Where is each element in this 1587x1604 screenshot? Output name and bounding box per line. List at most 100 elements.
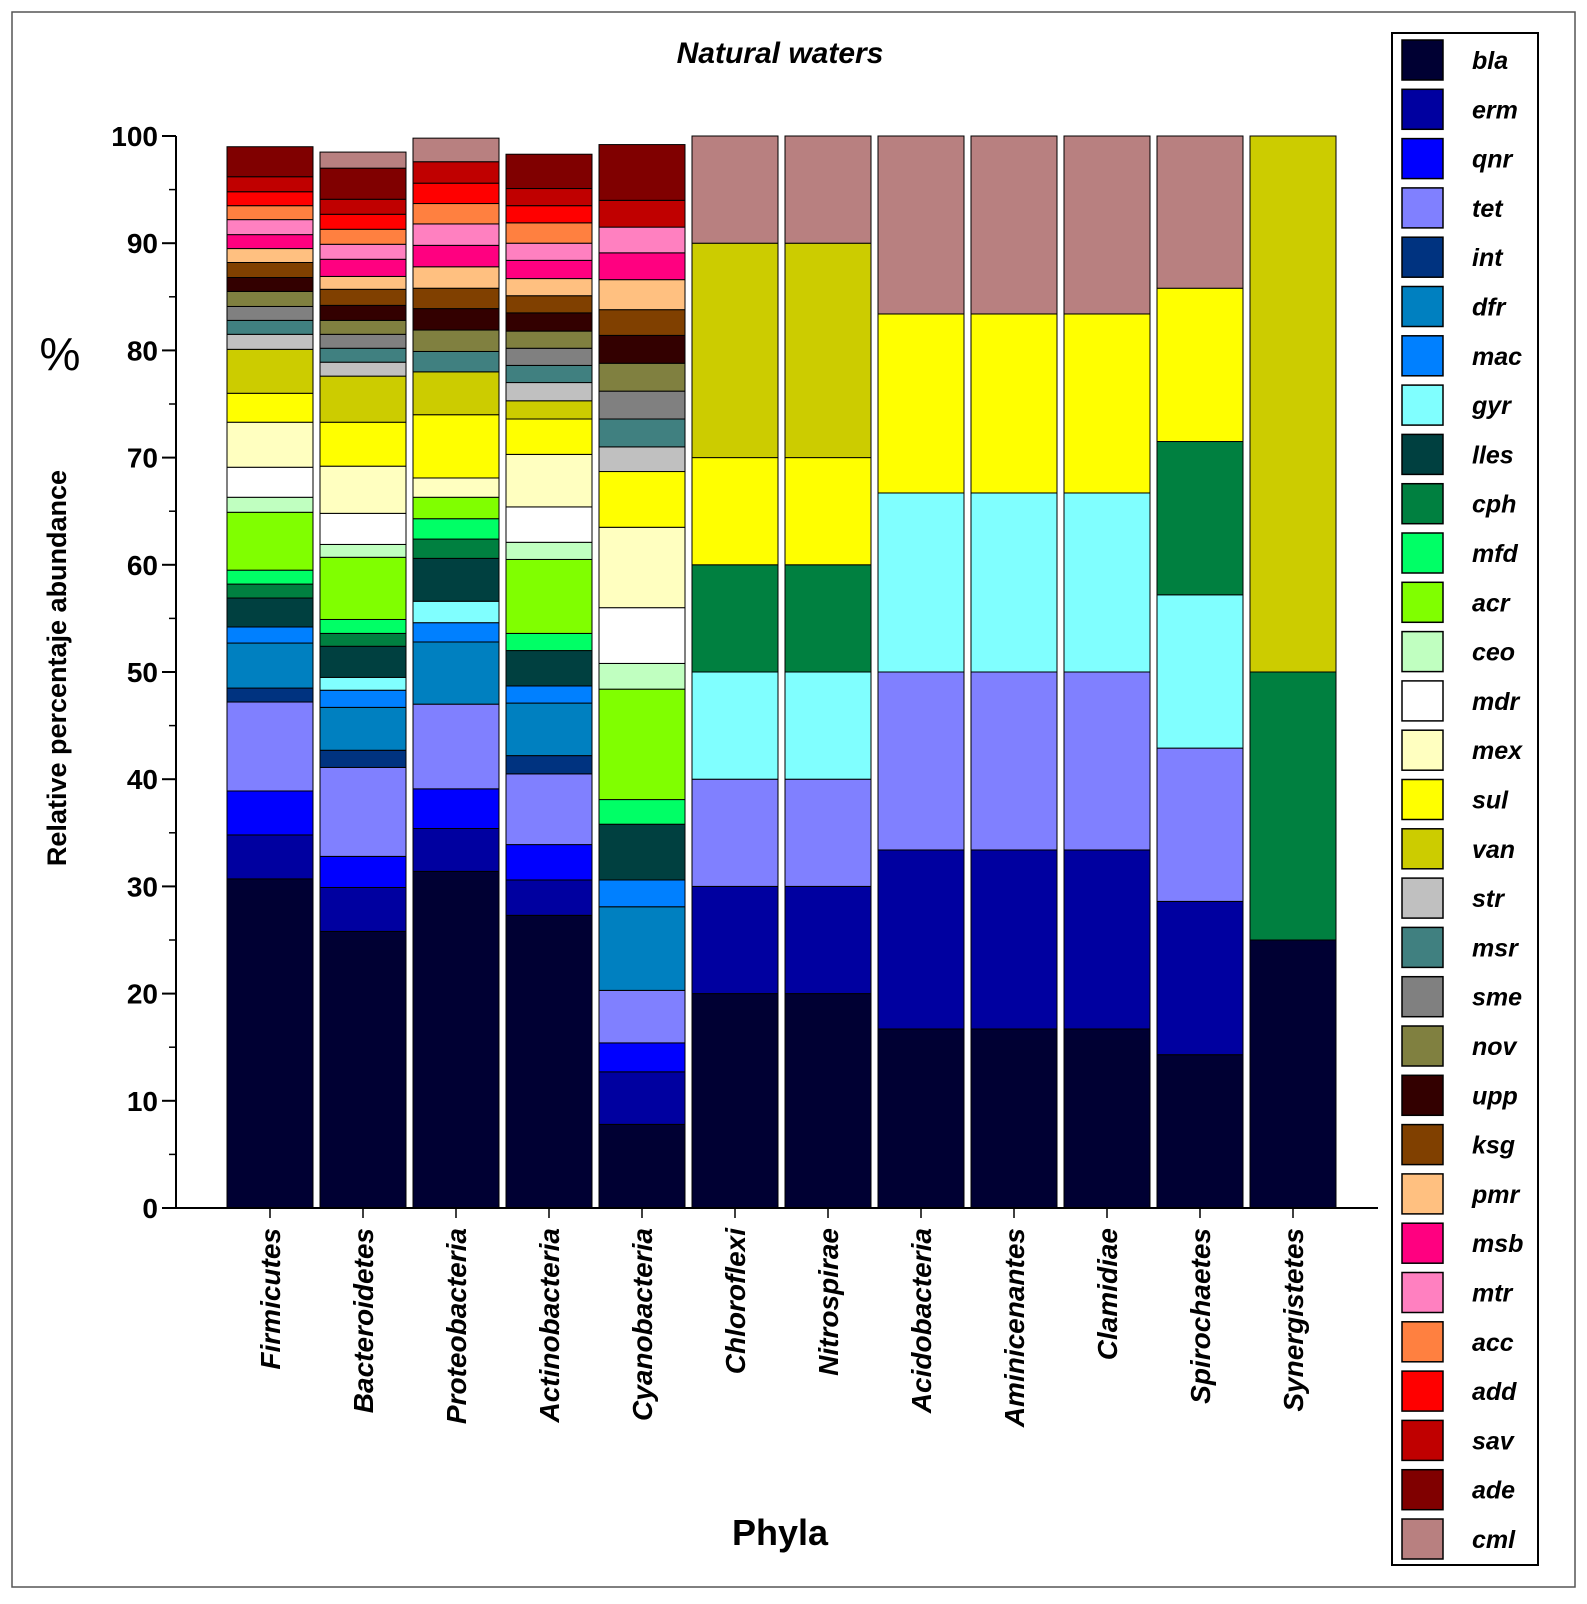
bar-segment-cyanobacteria-mdr	[598, 607, 686, 664]
legend-swatch	[1401, 39, 1444, 81]
bar-segment-proteobacteria-mac	[412, 622, 500, 643]
bar-segment-firmicutes-mdr	[226, 466, 314, 498]
y-tick-label: 90	[127, 228, 158, 259]
bar-segment-proteobacteria-cml	[412, 137, 500, 163]
bar-segment-proteobacteria-acr	[412, 496, 500, 520]
bar-segment-clamidiae-bla	[1063, 1028, 1151, 1209]
legend-swatch	[1401, 828, 1444, 870]
bar-segment-cyanobacteria-upp	[598, 334, 686, 364]
bar-segment-nitrospirae-tet	[784, 778, 872, 887]
y-tick-label: 0	[142, 1193, 158, 1224]
y-unit-label: %	[40, 328, 81, 380]
bar-segment-bacteroidetes-int	[319, 749, 407, 768]
bar-stack-cyanobacteria	[598, 144, 686, 1209]
bar-segment-actinobacteria-lles	[505, 650, 593, 687]
bar-segment-actinobacteria-mex	[505, 453, 593, 508]
legend-swatch	[1401, 1123, 1444, 1166]
legend-label: add	[1472, 1378, 1517, 1406]
legend-label: mfd	[1472, 540, 1519, 568]
bar-segment-cyanobacteria-lles	[598, 823, 686, 881]
y-tick-label: 30	[127, 871, 158, 902]
legend-label: bla	[1472, 47, 1508, 75]
legend-item-msb: msb	[1401, 1222, 1523, 1264]
bar-segment-cyanobacteria-qnr	[598, 1042, 686, 1073]
bar-segment-firmicutes-ade	[226, 146, 314, 178]
bar-segment-bacteroidetes-qnr	[319, 855, 407, 888]
bar-segment-bacteroidetes-mtr	[319, 243, 407, 260]
bar-stack-nitrospirae	[784, 135, 872, 1209]
y-axis-label: Relative percentaje abundance	[42, 470, 72, 866]
bar-segment-acidobacteria-cml	[877, 135, 965, 315]
bar-segment-actinobacteria-qnr	[505, 844, 593, 881]
bar-segment-actinobacteria-sav	[505, 188, 593, 207]
bar-segment-proteobacteria-van	[412, 371, 500, 416]
bar-segment-spirochaetes-cph	[1156, 441, 1244, 596]
bar-segment-actinobacteria-str	[505, 382, 593, 402]
bar-segment-firmicutes-sul	[226, 392, 314, 423]
legend-item-cph: cph	[1401, 482, 1516, 525]
x-tick-label: Nitrospirae	[813, 1228, 844, 1376]
bar-segment-nitrospirae-cph	[784, 564, 872, 673]
bar-segment-proteobacteria-qnr	[412, 788, 500, 830]
bar-segment-chloroflexi-erm	[691, 885, 779, 995]
bar-segment-cyanobacteria-mfd	[598, 799, 686, 825]
bar-segment-actinobacteria-mtr	[505, 242, 593, 261]
legend-label: mtr	[1472, 1280, 1514, 1308]
bar-segment-cyanobacteria-erm	[598, 1071, 686, 1125]
bar-segment-spirochaetes-sul	[1156, 287, 1244, 443]
bar-stack-aminicenantes	[970, 135, 1058, 1209]
legend-swatch	[1401, 236, 1444, 278]
bar-segment-cyanobacteria-str	[598, 446, 686, 473]
bar-segment-bacteroidetes-acc	[319, 228, 407, 245]
bar-segment-chloroflexi-sul	[691, 457, 779, 566]
legend-swatch	[1401, 88, 1444, 131]
legend-label: msr	[1472, 934, 1519, 962]
bar-segment-cyanobacteria-msb	[598, 252, 686, 281]
bar-segment-actinobacteria-msb	[505, 259, 593, 280]
legend-swatch	[1401, 384, 1444, 426]
legend-item-bla: bla	[1401, 39, 1508, 81]
bar-segment-firmicutes-nov	[226, 290, 314, 307]
legend-label: mac	[1472, 343, 1522, 371]
bar-segment-bacteroidetes-ceo	[319, 543, 407, 558]
legend-swatch	[1401, 285, 1444, 328]
bar-segment-synergistetes-bla	[1249, 939, 1337, 1209]
legend-item-qnr: qnr	[1401, 137, 1514, 180]
legend-item-int: int	[1401, 236, 1504, 278]
bar-segment-firmicutes-mtr	[226, 219, 314, 236]
legend-swatch	[1401, 729, 1444, 771]
bar-segment-bacteroidetes-dfr	[319, 706, 407, 751]
bar-stack-firmicutes	[226, 146, 314, 1209]
bar-segment-clamidiae-sul	[1063, 313, 1151, 494]
y-tick-label: 20	[127, 979, 158, 1010]
y-tick-label: 100	[111, 121, 158, 152]
bar-segment-actinobacteria-erm	[505, 879, 593, 916]
x-tick-label: Cyanobacteria	[627, 1228, 658, 1421]
y-tick-label: 60	[127, 550, 158, 581]
legend-item-sme: sme	[1401, 975, 1522, 1018]
bar-segment-cyanobacteria-tet	[598, 989, 686, 1044]
x-tick-label: Actinobacteria	[534, 1228, 565, 1424]
bar-segment-actinobacteria-upp	[505, 312, 593, 332]
y-tick-label: 40	[127, 764, 158, 795]
legend-label: ceo	[1472, 639, 1515, 667]
bar-segment-firmicutes-van	[226, 348, 314, 394]
legend-item-cml: cml	[1401, 1518, 1516, 1560]
bar-stack-actinobacteria	[505, 153, 593, 1209]
bar-segment-cyanobacteria-acr	[598, 688, 686, 801]
bar-segment-bacteroidetes-str	[319, 361, 407, 377]
legend-item-mtr: mtr	[1401, 1271, 1514, 1314]
legend-swatch	[1401, 926, 1444, 969]
legend-item-nov: nov	[1401, 1025, 1519, 1067]
bar-segment-nitrospirae-van	[784, 242, 872, 459]
bar-segment-actinobacteria-mdr	[505, 506, 593, 543]
bar-segment-firmicutes-int	[226, 687, 314, 703]
bar-segment-firmicutes-ceo	[226, 496, 314, 513]
legend-item-ade: ade	[1401, 1468, 1515, 1511]
bar-segment-spirochaetes-erm	[1156, 900, 1244, 1056]
bar-segment-proteobacteria-tet	[412, 703, 500, 790]
bar-segment-proteobacteria-acc	[412, 203, 500, 225]
legend-swatch	[1401, 877, 1444, 919]
bar-segment-actinobacteria-add	[505, 205, 593, 224]
bar-segment-cyanobacteria-pmr	[598, 279, 686, 311]
